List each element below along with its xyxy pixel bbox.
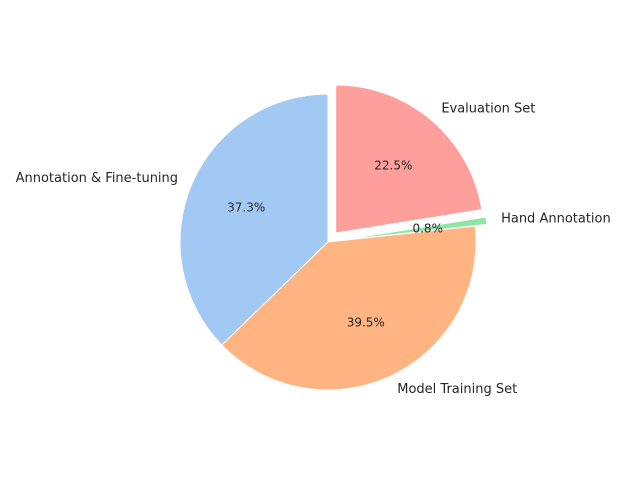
category-labels: Annotation & Fine-tuning Model Training S… [16,102,611,397]
category-label-evaluation-set: Evaluation Set [441,102,535,117]
percent-label-hand-annotation: 0.8% [412,222,443,236]
slice-hand-annotation [339,216,488,241]
percent-label-model-training-set: 39.5% [347,315,385,329]
category-label-model-training-set: Model Training Set [397,382,517,397]
percent-labels: 37.3% 39.5% 0.8% 22.5% [227,158,443,329]
percent-label-annotation-and-fine-tuning: 37.3% [227,200,265,214]
percent-label-evaluation-set: 22.5% [374,158,412,172]
slice-annotation-and-fine-tuning [179,93,329,346]
category-label-hand-annotation: Hand Annotation [501,211,611,226]
slice-model-training-set [221,225,477,391]
category-label-annotation-and-fine-tuning: Annotation & Fine-tuning [16,171,178,186]
pie-slices [179,84,488,391]
slice-evaluation-set [335,84,483,234]
